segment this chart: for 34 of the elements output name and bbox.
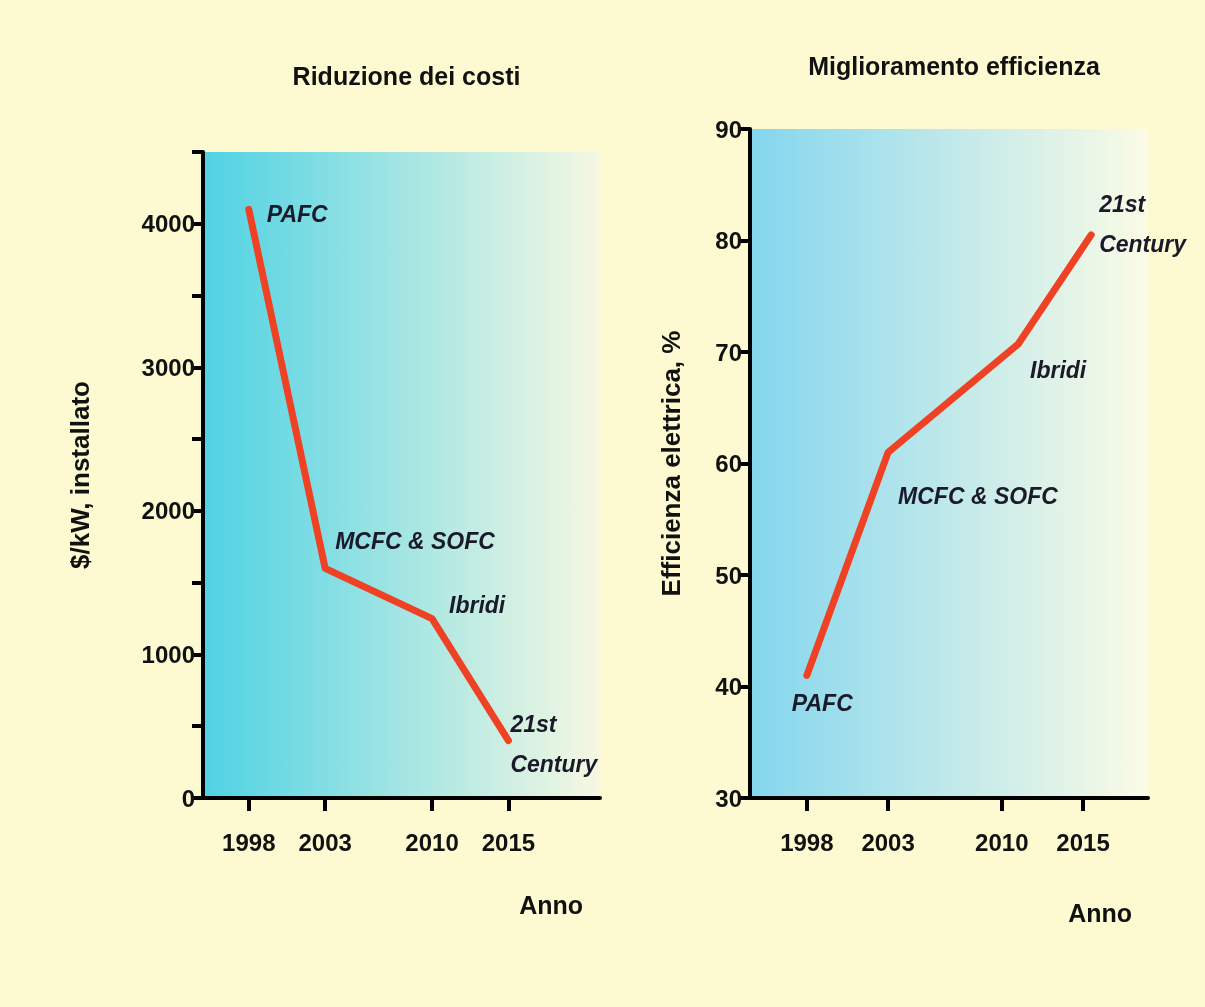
y-tick-label: 80 — [715, 227, 742, 254]
annotation: 21st Century — [509, 710, 599, 777]
x-tick-label: 2015 — [481, 828, 536, 856]
y-tick-label: 50 — [715, 561, 742, 589]
x-axis-title: Anno — [519, 891, 583, 919]
y-tick-label: 90 — [715, 115, 742, 143]
annotation: Ibridi — [449, 591, 506, 618]
annotation: Ibridi — [1030, 357, 1087, 384]
x-tick-label: 1998 — [222, 828, 276, 856]
y-tick-label: 1000 — [141, 640, 195, 668]
y-tick-label: 3000 — [141, 353, 195, 381]
x-tick-label: 2003 — [861, 828, 915, 856]
chart-title: Miglioramento efficienza — [808, 51, 1101, 80]
annotation: MCFC & SOFC — [335, 528, 496, 555]
annotation: 21st Century — [1098, 190, 1188, 257]
y-tick-label: 30 — [715, 784, 742, 812]
annotation: PAFC — [266, 201, 329, 228]
y-axis-title: Efficienza elettrica, % — [656, 330, 686, 597]
x-axis-title: Anno — [1068, 899, 1132, 927]
y-tick-label: 2000 — [141, 497, 195, 525]
y-tick-label: 4000 — [141, 210, 195, 238]
y-tick-label: 70 — [715, 338, 742, 366]
x-tick-label: 2010 — [405, 828, 459, 856]
y-tick-label: 0 — [181, 784, 195, 812]
y-tick-label: 40 — [715, 673, 742, 700]
x-tick-label: 1998 — [780, 828, 834, 856]
chart-title: Riduzione dei costi — [292, 61, 521, 90]
y-tick-label: 60 — [715, 450, 742, 477]
annotation: PAFC — [791, 690, 854, 717]
x-tick-label: 2010 — [975, 828, 1029, 856]
y-axis-title: $/kW, installato — [65, 381, 95, 569]
annotation: MCFC & SOFC — [898, 483, 1059, 510]
x-tick-label: 2015 — [1056, 828, 1110, 856]
x-tick-label: 2003 — [298, 828, 352, 856]
